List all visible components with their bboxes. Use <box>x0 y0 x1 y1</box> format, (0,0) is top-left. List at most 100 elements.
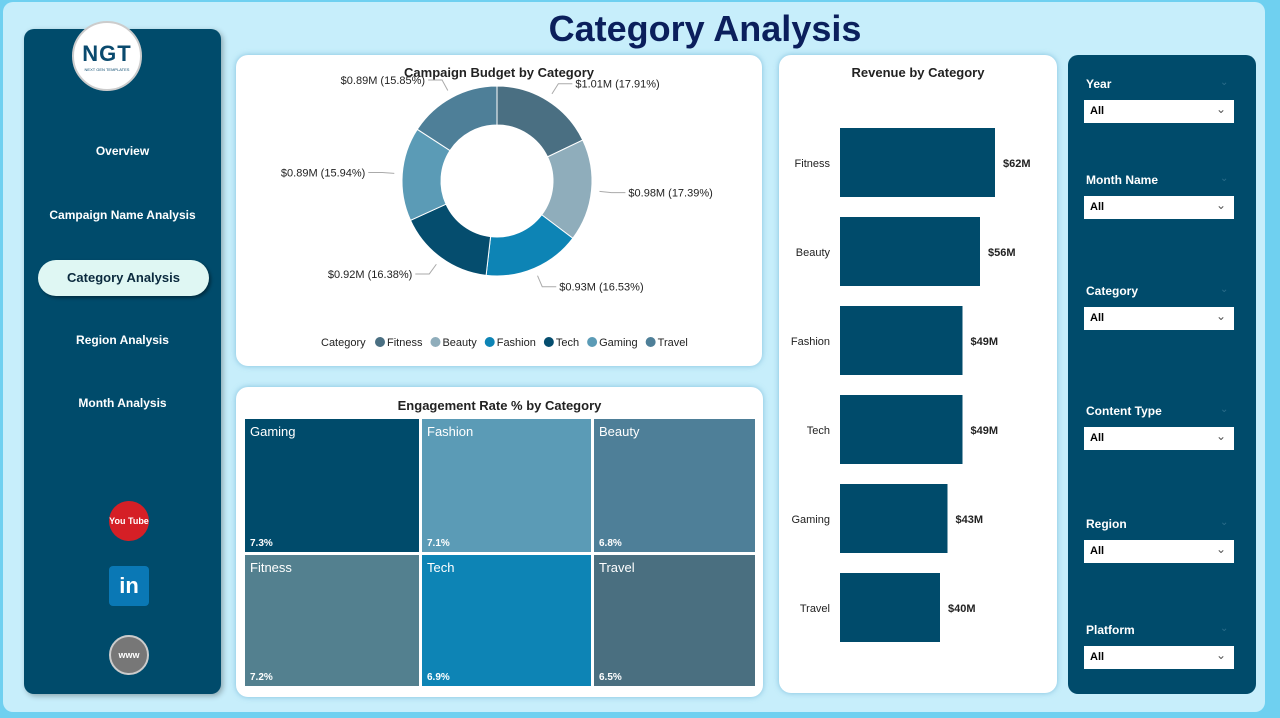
treemap-tile-fashion[interactable]: Fashion 7.1% <box>422 419 591 552</box>
category-label: Beauty <box>796 247 831 259</box>
bar-fitness[interactable] <box>840 128 995 197</box>
legend-item-beauty[interactable]: Beauty <box>442 337 477 349</box>
tile-label: Fitness <box>250 560 292 575</box>
legend-title: Category <box>321 337 366 349</box>
filter-label-month-name: Month Name <box>1086 173 1158 187</box>
legend-marker <box>430 337 441 347</box>
filter-label-year: Year <box>1086 77 1112 91</box>
bar-beauty[interactable] <box>840 217 980 286</box>
legend-marker <box>543 337 554 347</box>
treemap-tile-gaming[interactable]: Gaming 7.3% <box>245 419 419 552</box>
leader-line <box>368 171 395 174</box>
chevron-down-icon: ⌄ <box>1215 429 1226 443</box>
chart-title: Campaign Budget by Category <box>404 65 594 80</box>
legend-marker <box>587 337 598 347</box>
data-label: $0.89M (15.85%) <box>341 75 425 87</box>
filter-select-region[interactable]: All ⌄ <box>1084 540 1234 563</box>
chart-title: Engagement Rate % by Category <box>397 398 602 413</box>
tile-label: Tech <box>427 560 455 575</box>
bar-gaming[interactable] <box>840 484 948 553</box>
bar-tech[interactable] <box>840 395 963 464</box>
filter-select-category[interactable]: All ⌄ <box>1084 307 1234 330</box>
chevron-down-icon[interactable]: ⌄ <box>1220 284 1229 295</box>
value-label: $56M <box>988 247 1016 259</box>
tile-value: 7.1% <box>427 538 450 549</box>
data-label: $0.98M (17.39%) <box>628 188 712 200</box>
engagement-card: Engagement Rate % by Category Gaming 7.3%… <box>236 387 763 697</box>
tile-label: Travel <box>599 560 635 575</box>
leader-line <box>537 275 557 288</box>
tile-value: 7.3% <box>250 538 273 549</box>
donut-chart: $1.01M (17.91%) $0.98M (17.39%) $0.93M (16… <box>281 75 713 349</box>
category-label: Travel <box>800 603 830 615</box>
treemap-tile-beauty[interactable]: Beauty 6.8% <box>594 419 755 552</box>
revenue-card: Revenue by Category Fitness $62M Beauty $56… <box>779 55 1057 693</box>
value-label: $40M <box>948 603 976 615</box>
category-label: Tech <box>807 425 830 437</box>
chevron-down-icon[interactable]: ⌄ <box>1220 517 1229 528</box>
bar-travel[interactable] <box>840 573 940 642</box>
sidebar: NGT NEXT GEN TEMPLATES Overview Campaign … <box>24 21 221 694</box>
legend-item-gaming[interactable]: Gaming <box>599 337 638 349</box>
legend-item-tech[interactable]: Tech <box>556 337 579 349</box>
filter-label-platform: Platform <box>1086 623 1135 637</box>
tile-value: 7.2% <box>250 672 273 683</box>
filter-select-content-type[interactable]: All ⌄ <box>1084 427 1234 450</box>
treemap-tile-tech[interactable]: Tech 6.9% <box>422 555 591 686</box>
tile-label: Beauty <box>599 424 640 439</box>
legend-marker <box>484 337 495 347</box>
logo: NGT NEXT GEN TEMPLATES <box>72 21 142 91</box>
chevron-down-icon[interactable]: ⌄ <box>1220 404 1229 415</box>
nav-region-analysis[interactable]: Region Analysis <box>76 333 169 347</box>
tile-value: 6.8% <box>599 538 622 549</box>
bar-fashion[interactable] <box>840 306 963 375</box>
filter-label-content-type: Content Type <box>1086 404 1162 418</box>
data-label: $0.92M (16.38%) <box>328 269 412 281</box>
campaign-budget-card: Campaign Budget by Category $1.01M (17.9… <box>236 55 762 366</box>
data-label: $1.01M (17.91%) <box>575 79 659 91</box>
filter-select-month-name[interactable]: All ⌄ <box>1084 196 1234 219</box>
filter-select-year[interactable]: All ⌄ <box>1084 100 1234 123</box>
page-title: Category Analysis <box>548 8 862 49</box>
leader-line <box>415 263 437 275</box>
nav-month-analysis[interactable]: Month Analysis <box>78 396 167 410</box>
chevron-down-icon: ⌄ <box>1215 309 1226 323</box>
filter-label-region: Region <box>1086 517 1127 531</box>
linkedin-icon[interactable]: in <box>109 566 149 606</box>
chevron-down-icon[interactable]: ⌄ <box>1220 77 1229 88</box>
legend-item-fashion[interactable]: Fashion <box>497 337 536 349</box>
legend-item-fitness[interactable]: Fitness <box>387 337 423 349</box>
data-label: $0.89M (15.94%) <box>281 167 365 179</box>
value-label: $62M <box>1003 158 1031 170</box>
nav-overview[interactable]: Overview <box>95 144 150 158</box>
globe-icon[interactable]: www <box>109 635 149 675</box>
filter-select-platform[interactable]: All ⌄ <box>1084 646 1234 669</box>
filter-label-category: Category <box>1086 284 1139 298</box>
leader-line <box>428 79 449 91</box>
chevron-down-icon[interactable]: ⌄ <box>1220 173 1229 184</box>
chevron-down-icon: ⌄ <box>1215 198 1226 212</box>
category-label: Fitness <box>795 158 831 170</box>
leader-line <box>599 190 626 194</box>
leader-line <box>551 83 573 95</box>
legend-marker <box>375 337 385 347</box>
legend-item-travel[interactable]: Travel <box>658 337 688 349</box>
tile-value: 6.9% <box>427 672 450 683</box>
filter-panel: Year ⌄ All ⌄ Month Name ⌄ All ⌄ Category ⌄ A… <box>1068 55 1256 694</box>
tile-label: Gaming <box>250 424 296 439</box>
treemap-tile-travel[interactable]: Travel 6.5% <box>594 555 755 686</box>
tile-label: Fashion <box>427 424 474 439</box>
chart-title: Revenue by Category <box>851 65 985 80</box>
donut-slice-travel[interactable] <box>416 85 498 152</box>
chevron-down-icon[interactable]: ⌄ <box>1220 623 1229 634</box>
value-label: $49M <box>971 336 999 348</box>
tile-value: 6.5% <box>599 672 622 683</box>
treemap-tile-fitness[interactable]: Fitness 7.2% <box>245 555 419 686</box>
data-label: $0.93M (16.53%) <box>559 282 643 294</box>
youtube-icon[interactable]: You Tube <box>109 501 149 541</box>
category-label: Gaming <box>791 514 830 526</box>
nav-category-analysis[interactable]: Category Analysis <box>38 260 209 296</box>
value-label: $49M <box>971 425 999 437</box>
nav-campaign-name-analysis[interactable]: Campaign Name Analysis <box>49 208 196 222</box>
value-label: $43M <box>956 514 984 526</box>
